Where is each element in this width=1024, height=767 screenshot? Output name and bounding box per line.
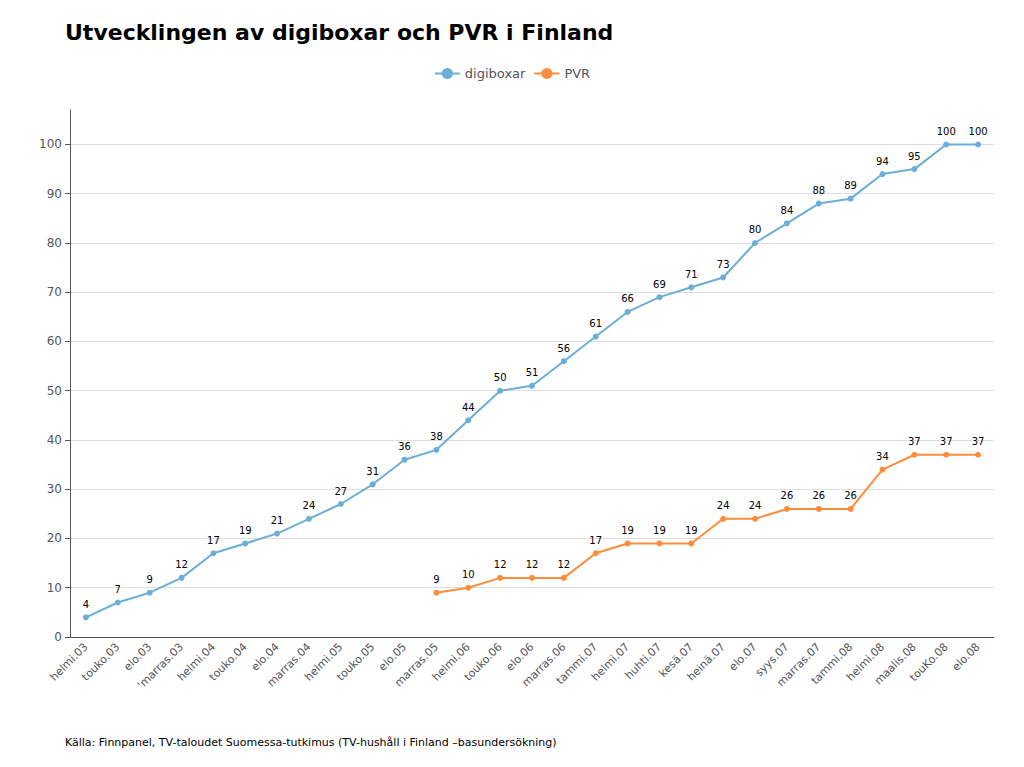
svg-text:touko.04: touko.04 — [207, 640, 250, 683]
svg-text:helmi.03: helmi.03 — [47, 640, 91, 684]
svg-text:elo.08: elo.08 — [950, 640, 983, 673]
svg-text:38: 38 — [430, 431, 443, 442]
svg-text:12: 12 — [557, 559, 570, 570]
svg-text:19: 19 — [239, 525, 252, 536]
svg-text:10: 10 — [47, 581, 62, 595]
svg-text:heinä.07: heinä.07 — [685, 640, 728, 683]
svg-text:90: 90 — [47, 187, 62, 201]
svg-text:PVR: PVR — [564, 66, 590, 81]
svg-text:73: 73 — [717, 259, 730, 270]
svg-text:helmi.08: helmi.08 — [843, 640, 888, 684]
svg-text:marras.06: marras.06 — [519, 640, 569, 690]
svg-text:7: 7 — [115, 584, 121, 595]
svg-text:61: 61 — [589, 318, 602, 329]
svg-text:Källa: Finnpanel, TV-taloudet: Källa: Finnpanel, TV-taloudet Suomessa-t… — [65, 736, 557, 749]
svg-text:37: 37 — [940, 436, 953, 447]
svg-text:30: 30 — [47, 482, 62, 496]
svg-text:10: 10 — [462, 569, 475, 580]
svg-text:touko.03: touko.03 — [79, 640, 122, 683]
svg-text:helmi.04: helmi.04 — [174, 640, 218, 684]
svg-text:50: 50 — [47, 384, 62, 398]
svg-text:60: 60 — [47, 334, 62, 348]
svg-text:19: 19 — [653, 525, 666, 536]
svg-text:touko.05: touko.05 — [334, 640, 377, 683]
svg-text:37: 37 — [908, 436, 921, 447]
svg-text:40: 40 — [47, 433, 62, 447]
svg-text:100: 100 — [937, 126, 956, 137]
svg-text:tammi.08: tammi.08 — [809, 640, 856, 687]
svg-text:19: 19 — [685, 525, 698, 536]
svg-text:70: 70 — [47, 285, 62, 299]
svg-text:21: 21 — [271, 515, 284, 526]
svg-text:95: 95 — [908, 151, 921, 162]
svg-text:34: 34 — [876, 451, 889, 462]
svg-text:elo.04: elo.04 — [248, 640, 282, 674]
svg-text:tammi.07: tammi.07 — [554, 640, 601, 687]
svg-text:touKo.08: touKo.08 — [907, 640, 951, 684]
svg-text:24: 24 — [303, 500, 316, 511]
svg-text:56: 56 — [557, 343, 570, 354]
svg-text:24: 24 — [717, 500, 730, 511]
svg-text:12: 12 — [175, 559, 188, 570]
svg-text:100: 100 — [39, 137, 62, 151]
svg-text:kesä.07: kesä.07 — [656, 640, 696, 680]
svg-text:elo.07: elo.07 — [726, 640, 760, 674]
svg-text:12: 12 — [526, 559, 539, 570]
svg-text:36: 36 — [398, 441, 411, 452]
svg-text:80: 80 — [47, 236, 62, 250]
svg-text:50: 50 — [494, 372, 507, 383]
svg-text:9: 9 — [433, 574, 439, 585]
svg-text:51: 51 — [526, 367, 539, 378]
svg-text:4: 4 — [83, 599, 89, 610]
svg-text:'marras.03: 'marras.03 — [135, 640, 186, 691]
svg-text:helmi.07: helmi.07 — [589, 640, 633, 684]
svg-text:huhti.07: huhti.07 — [623, 640, 665, 682]
svg-text:20: 20 — [47, 531, 62, 545]
svg-text:31: 31 — [366, 466, 379, 477]
svg-text:touko.06: touko.06 — [462, 640, 505, 683]
svg-text:66: 66 — [621, 293, 634, 304]
svg-text:27: 27 — [334, 486, 347, 497]
svg-text:89: 89 — [844, 180, 857, 191]
svg-text:12: 12 — [494, 559, 507, 570]
svg-text:100: 100 — [969, 126, 988, 137]
svg-text:9: 9 — [146, 574, 152, 585]
svg-text:0: 0 — [54, 630, 62, 644]
svg-text:80: 80 — [749, 224, 762, 235]
svg-text:syys.07: syys.07 — [752, 640, 792, 680]
svg-text:elo.06: elo.06 — [503, 640, 537, 674]
svg-text:marras.05: marras.05 — [392, 640, 441, 689]
svg-text:elo.03: elo.03 — [121, 640, 155, 674]
svg-text:marras.04: marras.04 — [265, 640, 314, 689]
svg-text:37: 37 — [972, 436, 985, 447]
svg-text:26: 26 — [812, 490, 825, 501]
svg-text:17: 17 — [207, 535, 220, 546]
svg-text:26: 26 — [844, 490, 857, 501]
svg-text:helmi.06: helmi.06 — [429, 640, 473, 684]
svg-text:Utvecklingen av digiboxar och: Utvecklingen av digiboxar och PVR i Finl… — [65, 20, 613, 45]
svg-text:71: 71 — [685, 269, 698, 280]
svg-text:helmi.05: helmi.05 — [302, 640, 346, 684]
svg-text:88: 88 — [812, 185, 825, 196]
svg-text:84: 84 — [781, 205, 794, 216]
svg-text:elo.05: elo.05 — [376, 640, 410, 674]
svg-text:digiboxar: digiboxar — [465, 66, 526, 81]
svg-text:44: 44 — [462, 402, 475, 413]
svg-text:94: 94 — [876, 156, 889, 167]
svg-text:17: 17 — [589, 535, 602, 546]
svg-text:24: 24 — [749, 500, 762, 511]
svg-text:26: 26 — [781, 490, 794, 501]
svg-text:maalis.08: maalis.08 — [871, 640, 919, 688]
svg-text:69: 69 — [653, 279, 666, 290]
svg-text:marras.07: marras.07 — [774, 640, 824, 690]
svg-text:19: 19 — [621, 525, 634, 536]
